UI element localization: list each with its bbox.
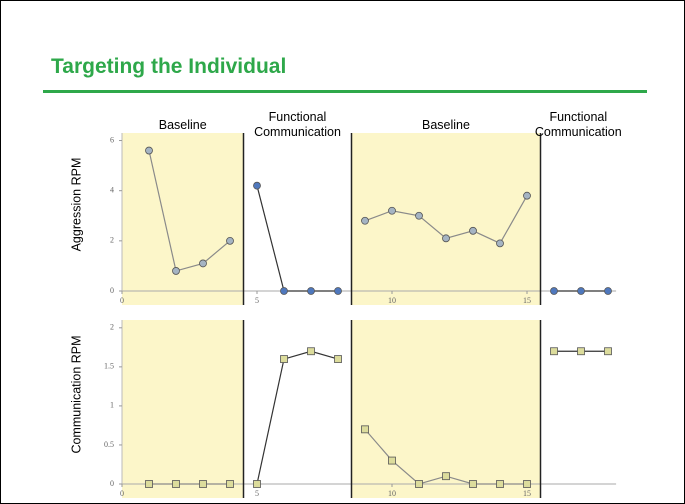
data-marker bbox=[226, 480, 234, 488]
slide-title: Targeting the Individual bbox=[51, 55, 287, 78]
data-line bbox=[256, 350, 339, 485]
x-tick-label: 10 bbox=[388, 489, 396, 498]
title-rule bbox=[43, 90, 647, 93]
x-tick-label: 5 bbox=[255, 489, 259, 498]
data-marker bbox=[550, 347, 558, 356]
y-axis-label: Communication RPM bbox=[69, 335, 84, 454]
data-line bbox=[148, 150, 231, 272]
data-marker bbox=[604, 347, 612, 356]
y-tick-label: 0 bbox=[110, 479, 114, 488]
data-marker bbox=[550, 287, 558, 295]
x-tick-label: 15 bbox=[523, 489, 531, 498]
x-tick-label: 10 bbox=[388, 296, 396, 305]
data-marker bbox=[199, 480, 207, 488]
y-tick-label: 2 bbox=[110, 236, 114, 245]
data-marker bbox=[388, 206, 396, 215]
data-marker bbox=[145, 146, 153, 155]
data-marker bbox=[415, 211, 423, 220]
data-marker bbox=[442, 472, 450, 481]
y-tick-label: 0 bbox=[110, 286, 114, 295]
phase-label: Baseline bbox=[158, 117, 207, 132]
data-marker bbox=[604, 287, 612, 295]
data-marker bbox=[496, 480, 504, 488]
phase-background bbox=[540, 320, 617, 498]
phase-background bbox=[540, 133, 617, 305]
phase-background bbox=[351, 320, 541, 498]
x-tick-label: 15 bbox=[523, 296, 531, 305]
data-marker bbox=[172, 267, 180, 275]
phase-label: Functional Communication bbox=[534, 110, 622, 139]
data-marker bbox=[253, 181, 261, 190]
data-marker bbox=[442, 234, 450, 243]
data-marker bbox=[361, 216, 369, 225]
phase-background bbox=[243, 320, 352, 498]
data-marker bbox=[145, 480, 153, 488]
data-marker bbox=[577, 347, 585, 356]
y-tick-label: 1.5 bbox=[104, 362, 114, 371]
data-marker bbox=[280, 287, 288, 295]
data-marker bbox=[523, 191, 531, 200]
y-tick-label: 6 bbox=[110, 135, 114, 144]
phase-background bbox=[243, 133, 352, 305]
data-marker bbox=[577, 287, 585, 295]
data-marker bbox=[469, 480, 477, 488]
phase-background bbox=[351, 133, 541, 305]
data-marker bbox=[172, 480, 180, 488]
data-marker bbox=[307, 347, 315, 356]
data-marker bbox=[334, 287, 342, 295]
data-line bbox=[256, 185, 338, 292]
y-tick-label: 1 bbox=[110, 401, 114, 410]
data-marker bbox=[523, 480, 531, 488]
phase-background bbox=[122, 320, 244, 498]
y-tick-label: 0.5 bbox=[104, 440, 114, 449]
data-marker bbox=[496, 239, 504, 248]
x-tick-label: 0 bbox=[120, 296, 124, 305]
data-marker bbox=[199, 259, 207, 268]
data-marker bbox=[469, 226, 477, 235]
data-marker bbox=[388, 456, 396, 465]
y-tick-label: 2 bbox=[110, 323, 114, 332]
data-marker bbox=[280, 355, 288, 363]
data-marker bbox=[307, 287, 315, 295]
phase-label: Baseline bbox=[422, 117, 470, 132]
data-marker bbox=[361, 425, 369, 434]
data-marker bbox=[334, 355, 342, 363]
y-tick-label: 4 bbox=[110, 186, 114, 195]
y-axis-label: Aggression RPM bbox=[69, 157, 84, 252]
data-marker bbox=[226, 236, 234, 245]
x-tick-label: 5 bbox=[255, 296, 259, 305]
phase-label: Functional Communication bbox=[254, 110, 341, 139]
data-marker bbox=[415, 480, 423, 488]
phase-background bbox=[122, 133, 244, 305]
data-marker bbox=[253, 480, 261, 488]
x-tick-label: 0 bbox=[120, 489, 124, 498]
